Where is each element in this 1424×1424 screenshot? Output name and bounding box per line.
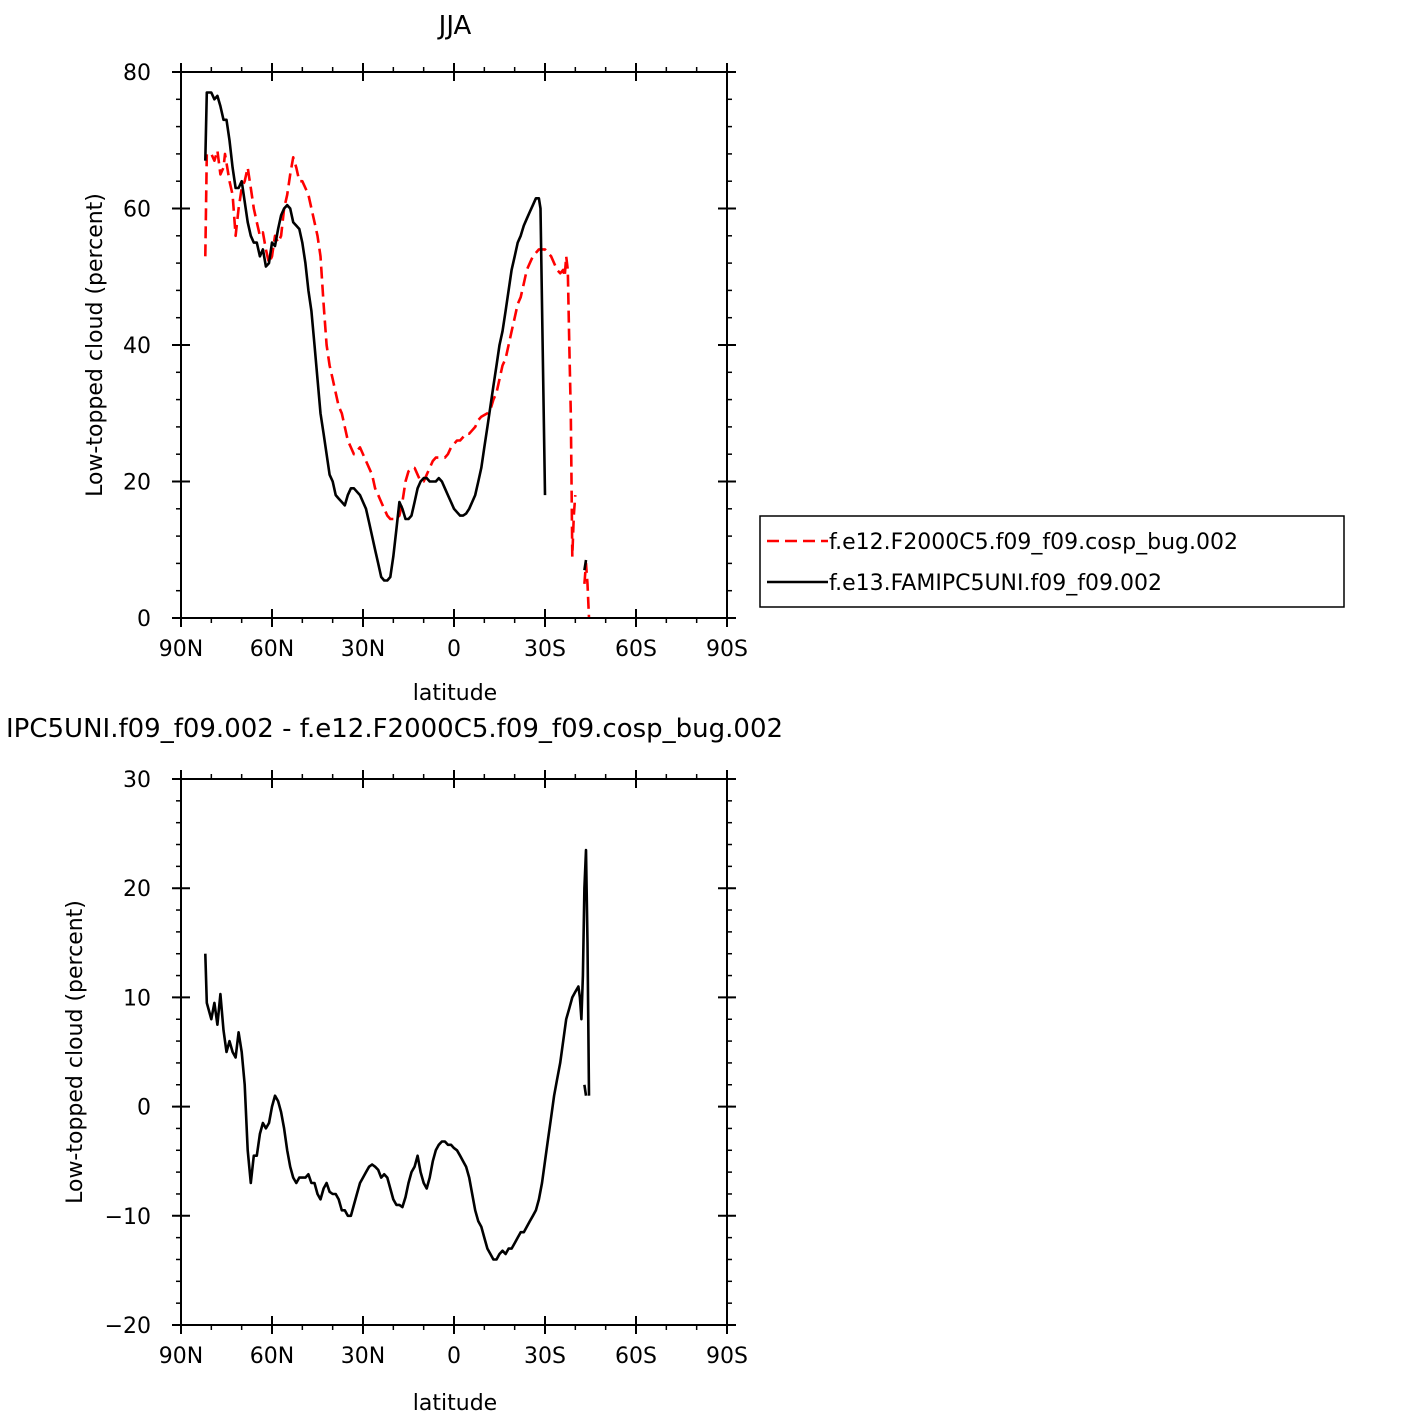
x-tick-label: 90N (159, 1344, 203, 1369)
series-line (583, 562, 591, 619)
legend: f.e12.F2000C5.f09_f09.cosp_bug.002 f.e13… (759, 515, 1345, 608)
y-tick-label: −20 (105, 1314, 151, 1339)
x-tick-label: 60N (250, 1344, 294, 1369)
legend-label-famipc5uni: f.e13.FAMIPC5UNI.f09_f09.002 (829, 571, 1162, 596)
plot-frame (180, 778, 728, 1326)
series-line (583, 559, 588, 571)
x-tick-label: 30S (524, 637, 566, 662)
x-tick-label: 0 (447, 637, 461, 662)
series-line (204, 149, 577, 558)
bottom-chart-title: IPC5UNI.f09_f09.002 - f.e12.F2000C5.f09_… (6, 714, 783, 744)
bottom-y-axis-label: Low-topped cloud (percent) (63, 900, 88, 1204)
y-tick-label: 30 (123, 768, 151, 793)
top-x-axis-label: latitude (413, 681, 497, 706)
y-tick-label: 0 (137, 607, 151, 632)
y-tick-label: 80 (123, 61, 151, 86)
top-chart-title: JJA (437, 11, 472, 41)
y-tick-label: 40 (123, 334, 151, 359)
bottom-plot-area: 90N 60N 30N 0 30S 60S 90S −20 −10 0 10 20 30 (105, 768, 748, 1369)
top-plot-area: 90N 60N 30N 0 30S 60S 90S 0 20 40 60 80 (123, 61, 748, 662)
y-tick-label: 20 (123, 471, 151, 496)
legend-box (759, 515, 1345, 608)
y-tick-label: 0 (137, 1096, 151, 1121)
y-tick-label: −10 (105, 1205, 151, 1230)
y-tick-label: 60 (123, 198, 151, 223)
series-line (583, 1084, 588, 1096)
x-tick-label: 60N (250, 637, 294, 662)
x-tick-label: 30S (524, 1344, 566, 1369)
x-tick-label: 90S (706, 637, 748, 662)
top-y-axis-label: Low-topped cloud (percent) (83, 193, 108, 497)
x-tick-label: 30N (341, 1344, 385, 1369)
legend-label-cosp-bug: f.e12.F2000C5.f09_f09.cosp_bug.002 (829, 530, 1238, 555)
x-tick-label: 30N (341, 637, 385, 662)
bottom-x-axis-label: latitude (413, 1391, 497, 1416)
x-tick-label: 60S (615, 1344, 657, 1369)
plot-frame (180, 71, 728, 619)
series-line (204, 91, 547, 582)
x-tick-label: 60S (615, 637, 657, 662)
series-line (204, 848, 591, 1261)
bottom-panel: IPC5UNI.f09_f09.002 - f.e12.F2000C5.f09_… (6, 714, 783, 1416)
y-tick-label: 10 (123, 986, 151, 1011)
top-panel: JJA 90N 60N 30N 0 30S 60S 90S 0 20 40 60 80 latitud… (83, 11, 748, 706)
x-tick-label: 90N (159, 637, 203, 662)
x-tick-label: 90S (706, 1344, 748, 1369)
y-tick-label: 20 (123, 877, 151, 902)
x-tick-label: 0 (447, 1344, 461, 1369)
